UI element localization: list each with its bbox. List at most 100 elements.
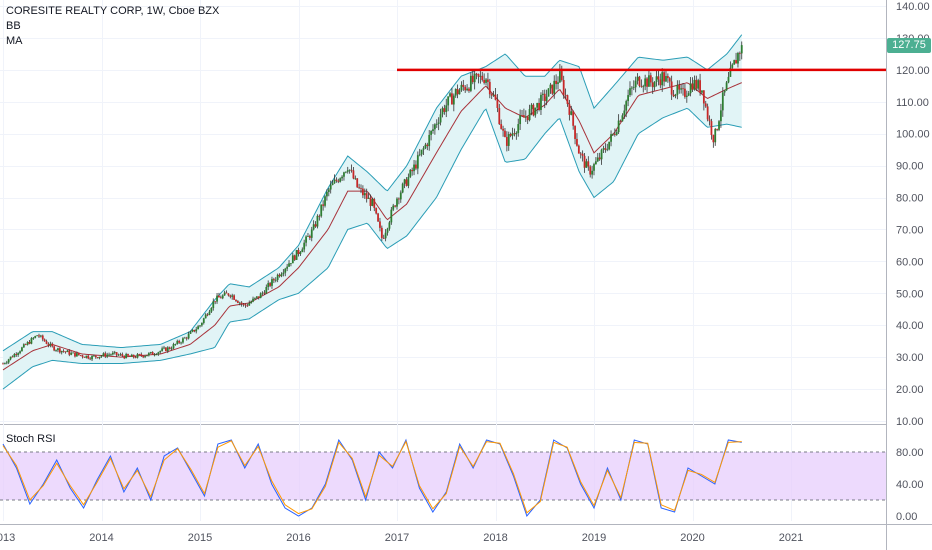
candle-body bbox=[155, 354, 158, 356]
candle-body bbox=[551, 84, 554, 94]
candle-body bbox=[41, 335, 44, 340]
candle-body bbox=[397, 198, 400, 200]
candle-body bbox=[494, 94, 497, 100]
bb-lower-line bbox=[2, 107, 742, 390]
bollinger-band-fill bbox=[3, 34, 742, 390]
candle-body bbox=[485, 79, 487, 83]
time-axis[interactable]: 2013 2014 2015 2016 2017 2018 2019 2020 2021 bbox=[0, 532, 803, 544]
time-tick-label: 2013 bbox=[0, 532, 15, 544]
candle-body bbox=[199, 325, 201, 327]
candle-body bbox=[3, 363, 6, 365]
candle-body bbox=[689, 83, 692, 94]
candle-body bbox=[308, 236, 311, 238]
candle-body bbox=[7, 359, 10, 363]
candle-body bbox=[401, 183, 404, 193]
candle-body bbox=[415, 164, 417, 169]
candle-body bbox=[515, 132, 518, 135]
candle-body bbox=[138, 354, 141, 355]
candle-body bbox=[22, 344, 25, 348]
candle-body bbox=[38, 335, 40, 337]
candle-body bbox=[598, 157, 601, 160]
price-tick-label: 40.00 bbox=[896, 320, 924, 332]
time-tick-label: 2019 bbox=[582, 532, 606, 544]
candle-body bbox=[147, 353, 150, 356]
candle-body bbox=[85, 355, 88, 358]
candle-body bbox=[276, 274, 279, 280]
stoch-rsi-title[interactable]: Stoch RSI bbox=[6, 433, 56, 445]
candle-body bbox=[564, 94, 567, 96]
candle-body bbox=[74, 352, 76, 357]
candle-body bbox=[386, 228, 389, 233]
candle-body bbox=[668, 78, 671, 82]
candle-body bbox=[545, 96, 548, 102]
candle-body bbox=[710, 121, 713, 135]
candle-body bbox=[210, 308, 213, 312]
candle-body bbox=[566, 95, 569, 104]
candle-body bbox=[176, 340, 179, 344]
candle-body bbox=[206, 314, 209, 316]
candle-body bbox=[735, 60, 737, 64]
candle-body bbox=[121, 354, 124, 357]
candle-body bbox=[159, 350, 162, 353]
candle-body bbox=[363, 193, 366, 196]
candle-body bbox=[102, 353, 105, 356]
candle-body bbox=[570, 111, 573, 115]
candle-body bbox=[507, 134, 510, 146]
candle-body bbox=[528, 109, 531, 121]
candle-body bbox=[161, 348, 164, 351]
candle-body bbox=[375, 207, 378, 214]
candle-body bbox=[504, 130, 506, 137]
price-tick-label: 60.00 bbox=[896, 256, 924, 268]
candle-body bbox=[248, 303, 251, 306]
candle-body bbox=[200, 322, 203, 326]
candle-body bbox=[221, 295, 224, 299]
candle-body bbox=[513, 133, 516, 135]
candle-body bbox=[646, 78, 648, 87]
ma-indicator-label[interactable]: MA bbox=[6, 35, 23, 47]
candle-body bbox=[498, 107, 501, 125]
candle-body bbox=[468, 88, 470, 91]
candle-body bbox=[191, 329, 194, 332]
candle-body bbox=[189, 331, 192, 334]
candle-body bbox=[250, 301, 253, 304]
candle-body bbox=[108, 354, 110, 356]
candle-body bbox=[672, 94, 675, 97]
candle-body bbox=[729, 67, 732, 77]
candle-body bbox=[225, 292, 228, 294]
candle-body bbox=[202, 318, 205, 323]
symbol-title[interactable]: CORESITE REALTY CORP, 1W, Cboe BZX bbox=[6, 5, 220, 17]
stoch-rsi-pane bbox=[0, 438, 886, 518]
candle-body bbox=[19, 351, 21, 354]
candle-body bbox=[562, 80, 565, 95]
candle-body bbox=[576, 138, 578, 146]
candle-body bbox=[523, 115, 525, 118]
candle-body bbox=[670, 81, 673, 95]
candle-body bbox=[214, 301, 217, 303]
candle-body bbox=[555, 80, 558, 84]
candle-body bbox=[602, 148, 605, 150]
candle-body bbox=[430, 131, 432, 135]
candle-body bbox=[227, 293, 230, 296]
price-axis[interactable]: 140.00130.00120.00110.00100.0090.0080.00… bbox=[896, 1, 930, 523]
candle-body bbox=[233, 295, 235, 300]
candle-body bbox=[185, 337, 188, 339]
candle-body bbox=[307, 236, 309, 237]
candle-body bbox=[473, 73, 476, 83]
candle-body bbox=[252, 298, 254, 302]
candle-body bbox=[394, 205, 397, 207]
candle-body bbox=[193, 329, 196, 332]
candle-body bbox=[519, 115, 522, 125]
candle-body bbox=[9, 356, 12, 360]
candle-body bbox=[509, 134, 512, 136]
candle-body bbox=[151, 352, 154, 355]
rsi-tick-label: 80.00 bbox=[896, 447, 924, 459]
candle-body bbox=[320, 204, 323, 217]
candle-body bbox=[524, 116, 527, 118]
candle-body bbox=[75, 353, 78, 357]
candle-body bbox=[441, 108, 444, 115]
candle-body bbox=[636, 76, 639, 81]
rsi-tick-label: 40.00 bbox=[896, 479, 924, 491]
bb-indicator-label[interactable]: BB bbox=[6, 20, 21, 32]
candle-body bbox=[418, 154, 421, 156]
